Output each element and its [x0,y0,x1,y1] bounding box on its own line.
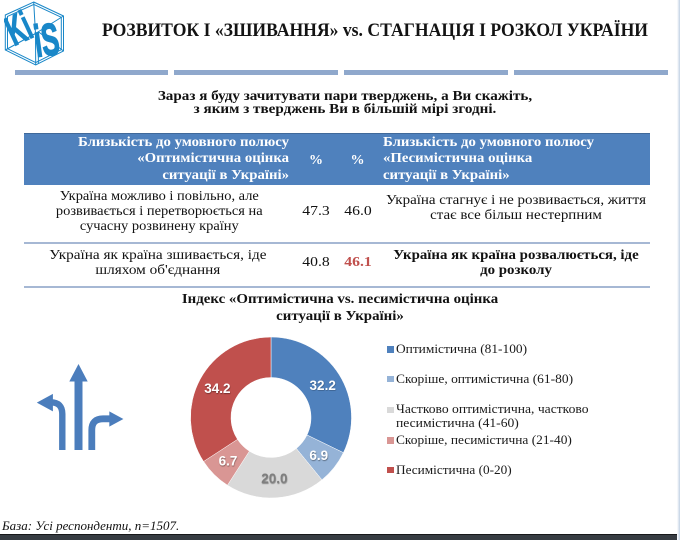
svg-text:6.9: 6.9 [309,448,328,463]
svg-text:34.2: 34.2 [204,381,230,396]
svg-text:20.0: 20.0 [261,471,287,486]
svg-text:6.7: 6.7 [219,454,238,469]
svg-text:32.2: 32.2 [310,378,336,393]
